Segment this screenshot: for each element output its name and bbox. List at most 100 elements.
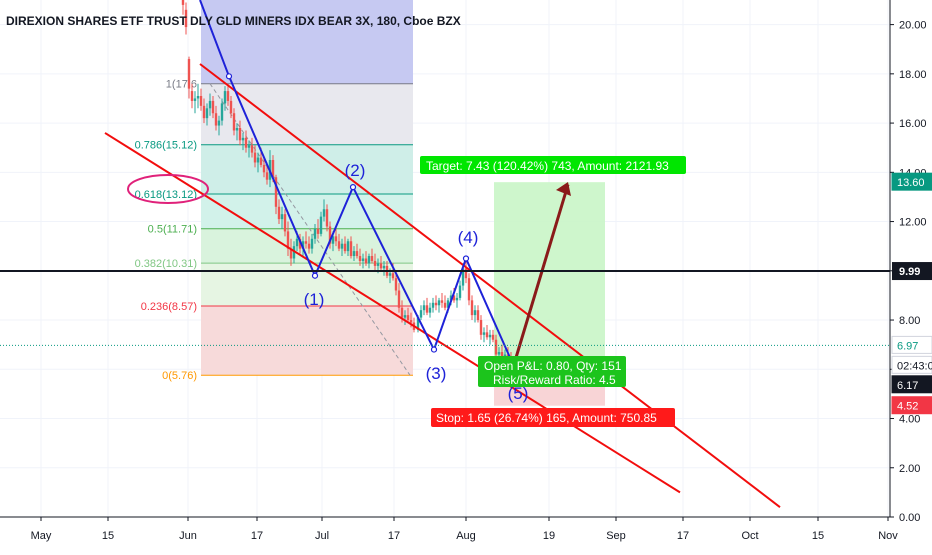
candle-body (304, 241, 308, 244)
candle-body (238, 128, 242, 141)
candle-body (301, 241, 305, 249)
candle-body (322, 209, 326, 217)
channel-line-lower (104, 132, 681, 494)
position-profit-zone (494, 182, 605, 366)
fib-level-label: 0.786(15.12) (135, 140, 197, 152)
candle-body (488, 334, 492, 338)
candle-body (434, 302, 438, 306)
price-axis-label: 4.52 (897, 401, 918, 413)
candle-body (250, 145, 254, 153)
candle-body (500, 352, 504, 357)
candle-body (464, 268, 468, 279)
candle-body (431, 302, 435, 308)
price-axis-label: 13.60 (897, 177, 925, 189)
x-tick-label: 15 (102, 530, 114, 542)
candle-body (416, 317, 420, 330)
candle-body (286, 231, 290, 249)
candle-body (394, 278, 398, 291)
candle-body (334, 236, 338, 242)
y-tick-label: 4.00 (899, 414, 920, 426)
candle-body (449, 295, 453, 301)
candle-body (373, 260, 377, 266)
candle-body (328, 226, 332, 244)
x-tick-label: Jun (179, 530, 197, 542)
wave-pivot (349, 183, 357, 191)
wave-label: (4) (458, 228, 479, 247)
position-info-box (478, 356, 626, 387)
candle-body (274, 177, 278, 207)
x-tick-label: Aug (456, 530, 476, 542)
price-axis-box (891, 172, 932, 191)
price-axis-label: 6.17 (897, 380, 918, 392)
candle-body (232, 113, 236, 131)
candle-body (214, 113, 218, 126)
wave-label: (3) (426, 364, 447, 383)
candle-body (289, 248, 293, 259)
channel-line-upper (199, 63, 781, 508)
candle-body (244, 137, 248, 148)
candle-body (283, 214, 287, 232)
candle-body (181, 0, 185, 5)
candle-body (382, 265, 386, 269)
candle-body (349, 241, 353, 257)
wave-pivot (462, 255, 470, 262)
candle-body (503, 354, 507, 357)
candle-body (391, 273, 395, 279)
candle-body (425, 305, 429, 313)
chart-title: DIREXION SHARES ETF TRUST DLY GLD MINERS… (6, 14, 461, 28)
x-tick-label: 17 (251, 530, 263, 542)
x-tick-label: 17 (677, 530, 689, 542)
fib-zone (201, 193, 413, 229)
candle-body (184, 9, 188, 28)
fib-zone-top (201, 0, 413, 84)
y-tick-label: 2.00 (899, 463, 920, 475)
candle-body (325, 209, 329, 227)
x-tick-label: 19 (543, 530, 555, 542)
candle-body (452, 295, 456, 301)
x-tick-label: Nov (878, 530, 898, 542)
x-axis-panel (0, 517, 932, 550)
fib-level-label: 0(5.76) (162, 370, 197, 382)
candle-body (485, 332, 489, 338)
candle-body (428, 307, 432, 313)
wave-label: (5) (508, 384, 529, 403)
fib-zone (201, 306, 413, 376)
candle-body (262, 164, 266, 173)
price-axis-box (891, 355, 932, 374)
candle-body (235, 128, 239, 131)
target-label: Target: 7.43 (120.42%) 743, Amount: 2121… (426, 159, 669, 173)
horizontal-level-axis-label: 9.99 (899, 266, 920, 278)
wave-pivot (225, 73, 233, 80)
candle-body (280, 214, 284, 220)
candle-body (400, 307, 404, 318)
candle-body (298, 238, 302, 249)
candle-body (343, 243, 347, 252)
stop-label: Stop: 1.65 (26.74%) 165, Amount: 750.85 (436, 411, 657, 425)
candle-body (370, 256, 374, 261)
candle-body (419, 310, 423, 318)
fib-trend-line (209, 83, 411, 376)
candle-body (467, 278, 471, 301)
candle-body (437, 300, 441, 306)
candle-body (292, 246, 296, 259)
candle-body (476, 310, 480, 321)
candle-body (217, 120, 221, 126)
candle-body (379, 263, 383, 269)
candle-body (422, 305, 426, 311)
candle-body (229, 100, 233, 114)
candle-body (337, 241, 341, 249)
y-tick-label: 20.00 (899, 20, 927, 32)
candle-body (367, 256, 371, 264)
projection-arrow-head (556, 182, 571, 196)
candle-body (352, 251, 356, 257)
projection-arrow-line (512, 184, 570, 365)
candle-body (241, 137, 245, 141)
price-axis-box (891, 396, 932, 415)
candle-body (331, 236, 335, 244)
candle-body (223, 91, 227, 104)
candle-body (346, 241, 350, 252)
candle-body (295, 238, 299, 247)
fib-level-label: 0.618(13.12) (135, 189, 197, 201)
